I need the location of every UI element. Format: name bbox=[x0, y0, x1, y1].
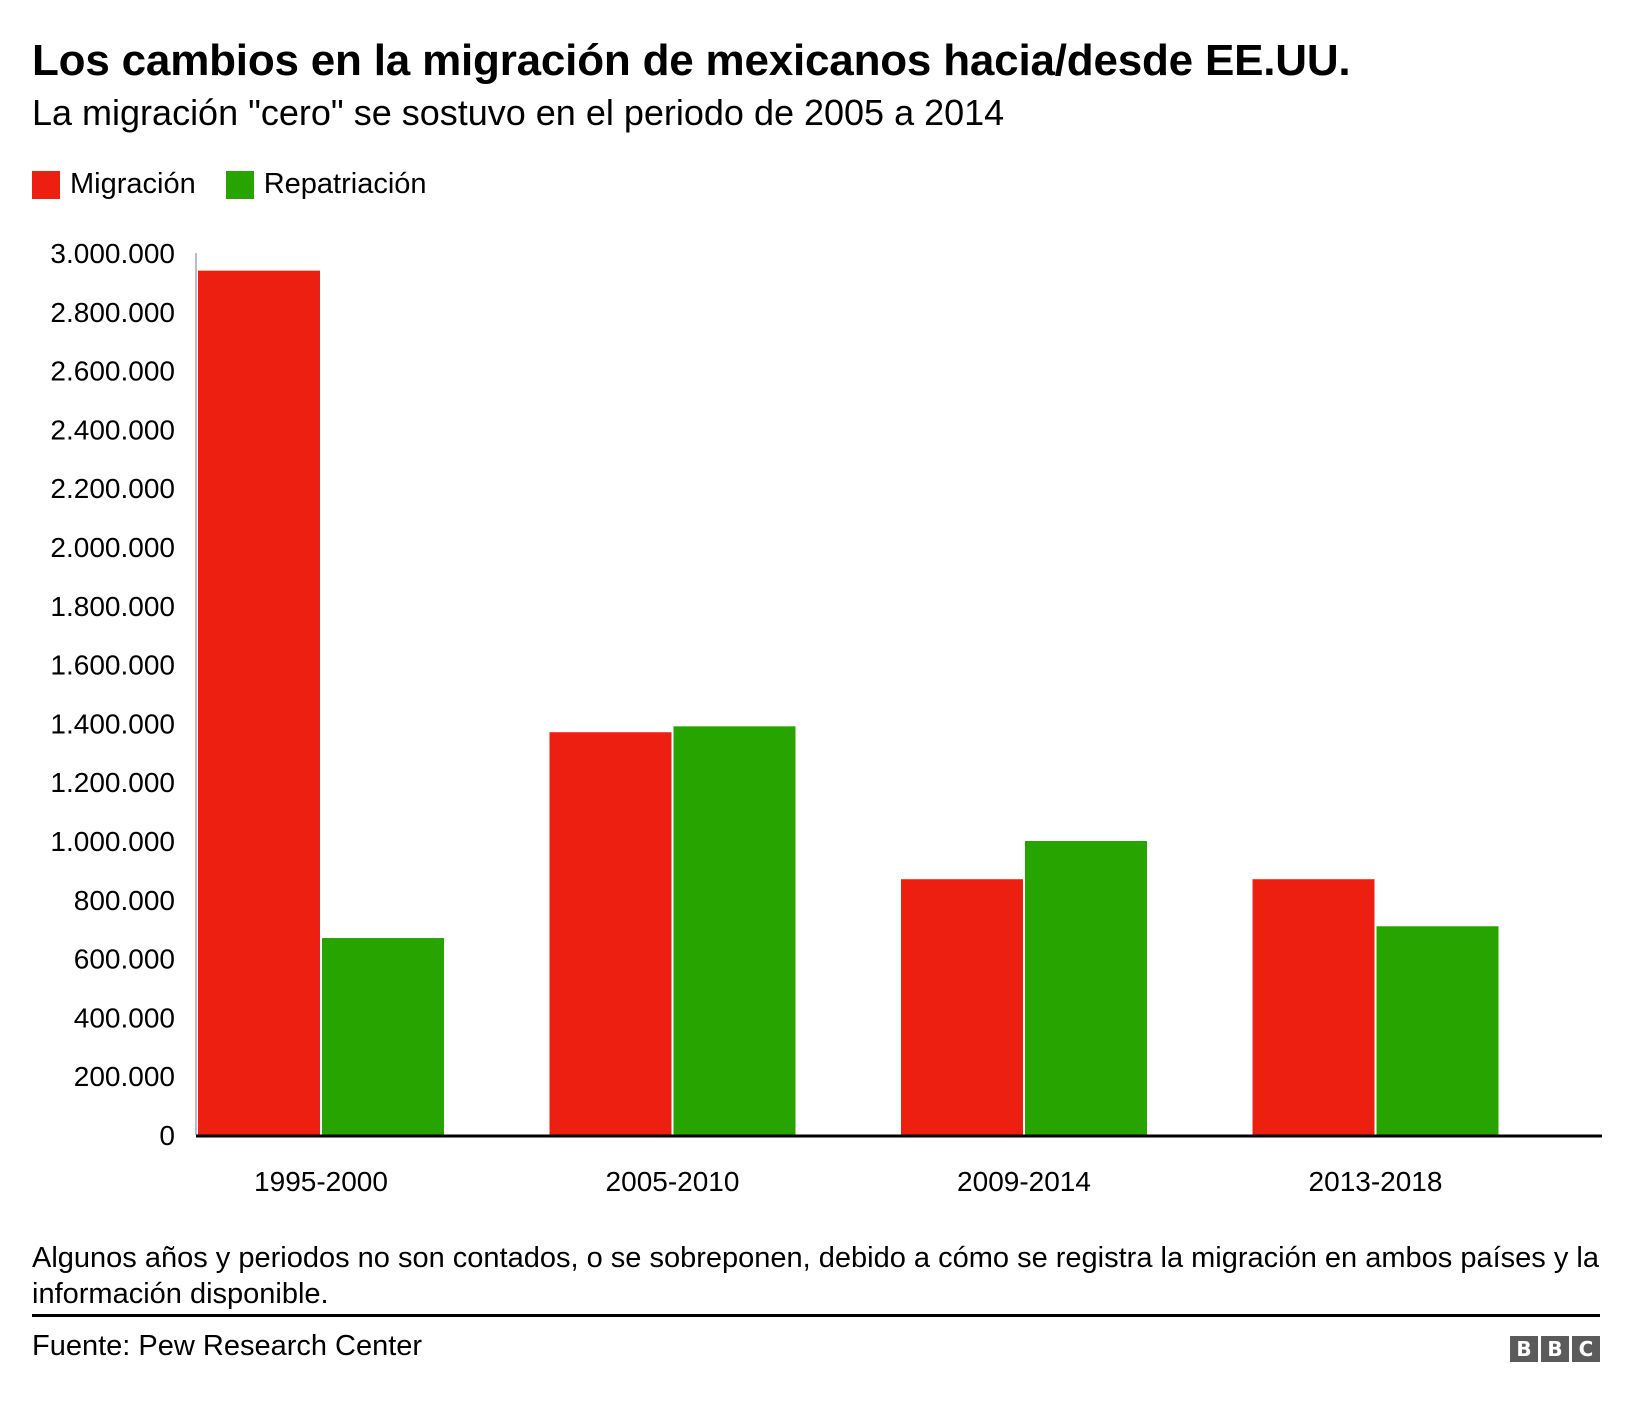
bbc-logo-letter: B bbox=[1510, 1336, 1538, 1362]
y-tick-label: 1.400.000 bbox=[50, 708, 175, 739]
y-tick-label: 1.800.000 bbox=[50, 591, 175, 622]
bbc-logo: B B C bbox=[1510, 1336, 1603, 1362]
bar-migracion-1995-2000 bbox=[198, 270, 320, 1135]
y-tick-label: 3.000.000 bbox=[50, 238, 175, 269]
x-tick-label: 2005-2010 bbox=[606, 1166, 740, 1197]
y-tick-label: 2.600.000 bbox=[50, 356, 175, 387]
y-tick-label: 2.800.000 bbox=[50, 297, 175, 328]
y-tick-label: 2.000.000 bbox=[50, 532, 175, 563]
y-tick-label: 1.600.000 bbox=[50, 650, 175, 681]
x-axis-ticks: 1995-2000 2005-2010 2009-2014 2013-2018 bbox=[254, 1166, 1442, 1197]
bar-repatriacion-1995-2000 bbox=[322, 938, 444, 1135]
y-tick-label: 2.200.000 bbox=[50, 473, 175, 504]
footer-divider bbox=[32, 1314, 1600, 1317]
chart-title: Los cambios en la migración de mexicanos… bbox=[32, 36, 1351, 85]
y-tick-label: 600.000 bbox=[74, 944, 175, 975]
y-tick-label: 1.200.000 bbox=[50, 767, 175, 798]
legend-swatch-repatriacion bbox=[225, 170, 254, 199]
x-tick-label: 2013-2018 bbox=[1309, 1166, 1443, 1197]
y-tick-label: 200.000 bbox=[74, 1061, 175, 1092]
y-tick-label: 2.400.000 bbox=[50, 414, 175, 445]
legend-label: Migración bbox=[70, 168, 196, 200]
bar-repatriacion-2009-2014 bbox=[1025, 841, 1147, 1135]
bar-chart: 0 200.000 400.000 600.000 800.000 1.000.000 1.… bbox=[50, 238, 1602, 1197]
y-tick-label: 400.000 bbox=[74, 1002, 175, 1033]
source-text: Fuente: Pew Research Center bbox=[32, 1330, 423, 1362]
bars bbox=[198, 270, 1499, 1135]
y-tick-label: 1.000.000 bbox=[50, 826, 175, 857]
bar-migracion-2009-2014 bbox=[901, 879, 1023, 1135]
bar-repatriacion-2005-2010 bbox=[673, 726, 796, 1135]
y-axis-ticks: 0 200.000 400.000 600.000 800.000 1.000.000 1.… bbox=[50, 238, 175, 1151]
legend-label: Repatriación bbox=[263, 168, 427, 200]
bar-migracion-2013-2018 bbox=[1252, 879, 1375, 1135]
legend-item-migracion: Migración bbox=[32, 168, 196, 201]
legend-item-repatriacion: Repatriación bbox=[225, 168, 427, 201]
legend-swatch-migracion bbox=[32, 170, 60, 199]
bar-repatriacion-2013-2018 bbox=[1376, 926, 1499, 1135]
x-tick-label: 2009-2014 bbox=[957, 1166, 1091, 1197]
legend: Migración Repatriación bbox=[32, 168, 457, 201]
x-tick-label: 1995-2000 bbox=[254, 1166, 388, 1197]
bar-migracion-2005-2010 bbox=[549, 732, 672, 1135]
bbc-logo-letter: C bbox=[1572, 1336, 1600, 1362]
y-tick-label: 0 bbox=[159, 1120, 175, 1151]
y-tick-label: 800.000 bbox=[74, 885, 175, 916]
footnote: Algunos años y periodos no son contados,… bbox=[32, 1242, 1599, 1310]
bbc-logo-letter: B bbox=[1541, 1336, 1569, 1362]
chart-subtitle: La migración "cero" se sostuvo en el per… bbox=[32, 92, 1005, 133]
